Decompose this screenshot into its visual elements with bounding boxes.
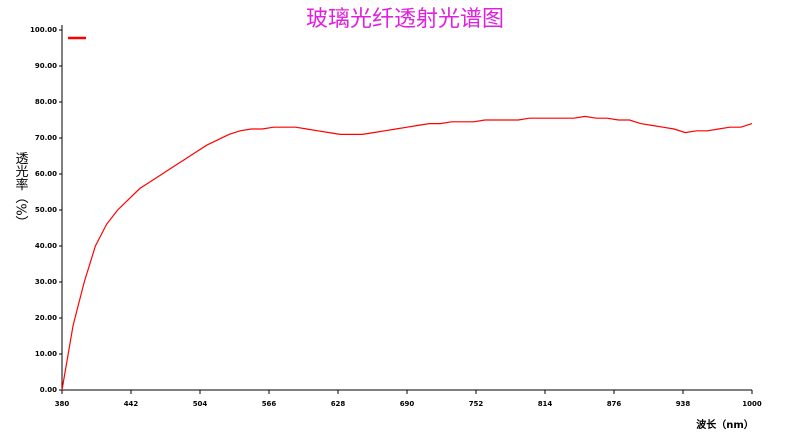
x-tick-label: 752 <box>469 400 484 408</box>
x-tick-label: 566 <box>262 400 277 408</box>
chart-title: 玻璃光纤透射光谱图 <box>306 7 504 32</box>
y-axis-label: 透光率（%） <box>13 151 29 228</box>
y-tick-label: 90.00 <box>35 62 57 70</box>
y-tick-label: 10.00 <box>35 350 57 358</box>
x-tick-label: 1000 <box>742 400 762 408</box>
x-tick-label: 876 <box>607 400 622 408</box>
y-tick-label: 20.00 <box>35 314 57 322</box>
x-axis-label: 波长（nm） <box>696 418 754 431</box>
data-line <box>61 115 753 391</box>
x-tick-label: 814 <box>538 400 553 408</box>
y-tick-label: 60.00 <box>35 170 57 178</box>
y-tick-label: 30.00 <box>35 278 57 286</box>
x-tick-label: 628 <box>331 400 346 408</box>
y-tick-label: 40.00 <box>35 242 57 250</box>
y-tick-label: 50.00 <box>35 206 57 214</box>
x-tick-label: 380 <box>55 400 70 408</box>
x-tick-label: 690 <box>400 400 415 408</box>
y-tick-label: 0.00 <box>40 386 57 394</box>
y-tick-label: 80.00 <box>35 98 57 106</box>
x-tick-label: 504 <box>193 400 208 408</box>
y-tick-label: 70.00 <box>35 134 57 142</box>
x-tick-label: 938 <box>676 400 691 408</box>
x-tick-label: 442 <box>124 400 139 408</box>
y-tick-label: 100.00 <box>30 26 57 34</box>
